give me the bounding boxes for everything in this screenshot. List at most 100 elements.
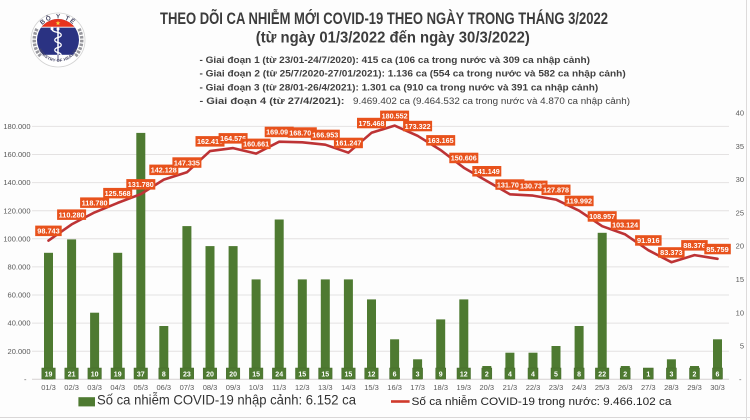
svg-text:26/3: 26/3	[618, 383, 633, 392]
svg-text:2: 2	[485, 371, 489, 378]
svg-text:2: 2	[623, 371, 627, 378]
svg-text:- Giai đoạn 3 (từ 28/01-26/4/2: - Giai đoạn 3 (từ 28/01-26/4/2021): 1.30…	[200, 82, 599, 92]
svg-text:22/3: 22/3	[526, 383, 541, 392]
svg-text:24: 24	[275, 371, 283, 378]
svg-text:23: 23	[183, 371, 191, 378]
svg-text:5: 5	[554, 371, 558, 378]
svg-text:180.000: 180.000	[3, 122, 30, 131]
svg-text:118.780: 118.780	[82, 200, 108, 207]
svg-text:19: 19	[45, 371, 53, 378]
svg-text:168.704: 168.704	[289, 130, 315, 137]
svg-text:98.743: 98.743	[37, 229, 60, 236]
svg-text:4: 4	[531, 371, 535, 378]
svg-text:21/3: 21/3	[503, 383, 518, 392]
svg-text:20: 20	[229, 371, 237, 378]
svg-text:- Giai đoạn 4 (từ 27/4/2021):: - Giai đoạn 4 (từ 27/4/2021):	[200, 96, 345, 106]
svg-text:15/3: 15/3	[364, 383, 379, 392]
svg-text:8: 8	[577, 371, 581, 378]
svg-text:9.469.402 ca (9.464.532 ca tro: 9.469.402 ca (9.464.532 ca trong nước và…	[353, 96, 630, 106]
svg-text:35: 35	[736, 142, 744, 151]
svg-text:12: 12	[460, 371, 468, 378]
svg-text:2: 2	[693, 371, 697, 378]
svg-text:21: 21	[68, 371, 76, 378]
svg-text:169.092: 169.092	[266, 130, 292, 137]
svg-text:40.000: 40.000	[8, 319, 31, 328]
svg-text:173.322: 173.322	[405, 124, 431, 131]
svg-text:130.735: 130.735	[520, 184, 546, 191]
svg-text:175.468: 175.468	[359, 121, 385, 128]
svg-text:4: 4	[508, 371, 512, 378]
svg-text:03/3: 03/3	[87, 383, 102, 392]
svg-text:40: 40	[736, 109, 744, 118]
svg-text:88.376: 88.376	[683, 243, 706, 250]
svg-text:80.000: 80.000	[8, 263, 31, 272]
svg-text:18/3: 18/3	[433, 383, 448, 392]
svg-text:20.000: 20.000	[8, 347, 31, 356]
svg-text:100.000: 100.000	[3, 234, 30, 243]
svg-text:163.165: 163.165	[428, 138, 454, 145]
svg-text:19/3: 19/3	[456, 383, 471, 392]
svg-text:150.606: 150.606	[451, 156, 477, 163]
svg-text:127.878: 127.878	[543, 188, 569, 195]
svg-text:- Giai đoạn 2 (từ 25/7/2020-27: - Giai đoạn 2 (từ 25/7/2020-27/01/2021):…	[200, 69, 626, 79]
svg-text:(từ ngày 01/3/2022 đến ngày 30: (từ ngày 01/3/2022 đến ngày 30/3/2022)	[256, 29, 530, 46]
svg-text:1: 1	[646, 371, 650, 378]
svg-text:20: 20	[206, 371, 214, 378]
svg-text:83.373: 83.373	[660, 250, 683, 257]
svg-text:06/3: 06/3	[156, 383, 171, 392]
svg-text:6: 6	[393, 371, 397, 378]
svg-text:20/3: 20/3	[479, 383, 494, 392]
svg-text:08/3: 08/3	[203, 383, 218, 392]
svg-text:Số ca nhiễm COVID-19 nhập cảnh: Số ca nhiễm COVID-19 nhập cảnh: 6.152 ca	[97, 392, 356, 408]
svg-text:15: 15	[321, 371, 329, 378]
svg-text:-: -	[24, 375, 27, 384]
svg-text:119.992: 119.992	[566, 199, 592, 206]
svg-text:- Giai đoạn 1 (từ 23/01-24/7/2: - Giai đoạn 1 (từ 23/01-24/7/2020): 415 …	[200, 55, 590, 65]
svg-text:162.415: 162.415	[197, 139, 223, 146]
svg-text:5: 5	[740, 342, 744, 351]
svg-text:160.661: 160.661	[243, 142, 269, 149]
svg-text:10: 10	[736, 308, 744, 317]
svg-text:161.247: 161.247	[335, 141, 361, 148]
svg-text:141.149: 141.149	[474, 169, 500, 176]
svg-text:17/3: 17/3	[410, 383, 425, 392]
svg-text:10/3: 10/3	[249, 383, 264, 392]
svg-text:25/3: 25/3	[595, 383, 610, 392]
svg-text:166.953: 166.953	[312, 133, 338, 140]
svg-text:103.124: 103.124	[612, 222, 638, 229]
svg-text:24/3: 24/3	[572, 383, 587, 392]
svg-text:01/3: 01/3	[41, 383, 56, 392]
svg-text:131.780: 131.780	[128, 182, 154, 189]
svg-text:15: 15	[736, 275, 744, 284]
svg-text:3: 3	[416, 371, 420, 378]
svg-text:14/3: 14/3	[341, 383, 356, 392]
svg-text:04/3: 04/3	[110, 383, 125, 392]
svg-text:125.568: 125.568	[105, 191, 131, 198]
svg-text:09/3: 09/3	[226, 383, 241, 392]
svg-text:108.957: 108.957	[589, 214, 615, 221]
svg-text:147.335: 147.335	[174, 160, 200, 167]
svg-text:20: 20	[736, 242, 744, 251]
svg-text:120.000: 120.000	[3, 206, 30, 215]
svg-text:12/3: 12/3	[295, 383, 310, 392]
svg-text:23/3: 23/3	[549, 383, 564, 392]
svg-text:8: 8	[162, 371, 166, 378]
svg-text:15: 15	[345, 371, 353, 378]
svg-text:3: 3	[669, 371, 673, 378]
svg-text:180.552: 180.552	[382, 114, 408, 121]
svg-text:37: 37	[137, 371, 145, 378]
svg-text:140.000: 140.000	[3, 178, 30, 187]
svg-text:15: 15	[298, 371, 306, 378]
svg-text:28/3: 28/3	[664, 383, 679, 392]
svg-text:131.706: 131.706	[497, 182, 523, 189]
svg-text:13/3: 13/3	[318, 383, 333, 392]
svg-text:25: 25	[736, 208, 744, 217]
svg-text:110.280: 110.280	[59, 212, 85, 219]
svg-text:29/3: 29/3	[687, 383, 702, 392]
svg-text:6: 6	[716, 371, 720, 378]
svg-text:160.000: 160.000	[3, 150, 30, 159]
svg-text:THEO DÕI CA NHIỄM MỚI COVID-19: THEO DÕI CA NHIỄM MỚI COVID-19 THEO NGÀY…	[160, 8, 608, 28]
svg-text:30/3: 30/3	[710, 383, 725, 392]
svg-text:02/3: 02/3	[64, 383, 79, 392]
svg-text:30: 30	[736, 175, 744, 184]
